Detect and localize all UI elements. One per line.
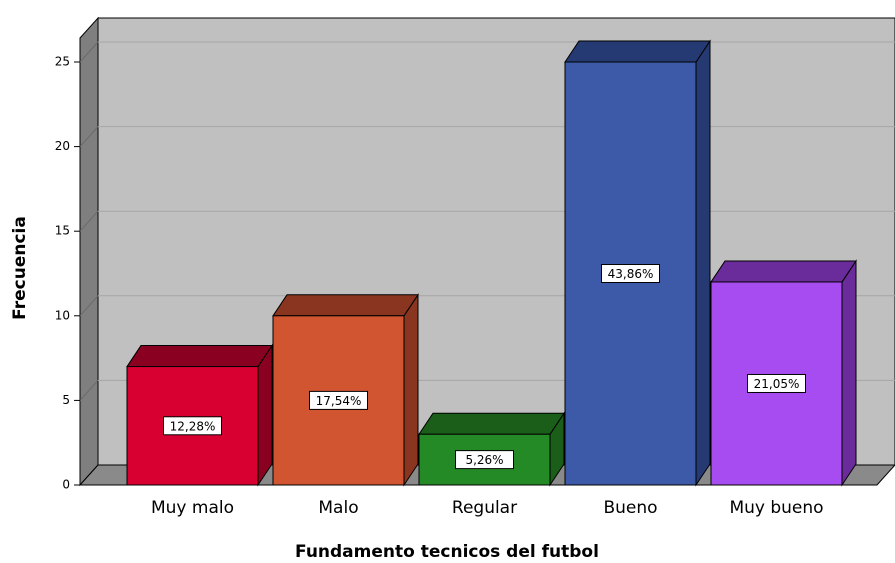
data-label: 12,28% — [170, 419, 216, 433]
data-label-box — [309, 390, 368, 410]
x-axis-title: Fundamento tecnicos del futbol — [295, 542, 599, 562]
data-label-box — [455, 450, 514, 470]
y-tick-label: 15 — [55, 224, 70, 238]
y-tick-label: 10 — [55, 308, 70, 322]
bar-side — [695, 39, 711, 487]
bar — [126, 366, 259, 486]
grid-line — [79, 295, 99, 317]
bar-side — [841, 259, 857, 487]
bar-top — [418, 412, 565, 435]
bar-side — [257, 343, 273, 487]
side-wall — [79, 16, 99, 487]
data-label: 17,54% — [316, 394, 362, 408]
data-label-box — [601, 264, 660, 283]
bar-top — [272, 294, 419, 317]
data-label: 21,05% — [754, 377, 800, 391]
y-axis-title: Frecuencia — [10, 216, 30, 320]
data-label: 43,86% — [608, 267, 654, 281]
x-tick-label: Malo — [318, 498, 358, 518]
y-tick-label: 20 — [55, 139, 70, 153]
data-label: 5,26% — [465, 453, 503, 467]
bar-top — [710, 260, 857, 283]
grid-line — [79, 126, 99, 147]
y-tick-label: 0 — [62, 478, 70, 492]
grid-line — [79, 41, 99, 63]
grid-line — [79, 380, 99, 401]
x-tick-label: Bueno — [603, 498, 657, 518]
bar-top — [564, 40, 711, 63]
data-label-box — [747, 373, 806, 393]
y-tick-label: 5 — [62, 393, 70, 407]
bar-top — [126, 345, 273, 368]
y-tick-label: 25 — [55, 55, 70, 69]
x-tick-label: Muy malo — [151, 498, 234, 518]
bar-side — [403, 293, 419, 487]
data-label-box — [163, 416, 222, 436]
x-tick-label: Regular — [452, 498, 517, 518]
grid-line — [79, 210, 99, 232]
x-tick-label: Muy bueno — [729, 498, 823, 518]
